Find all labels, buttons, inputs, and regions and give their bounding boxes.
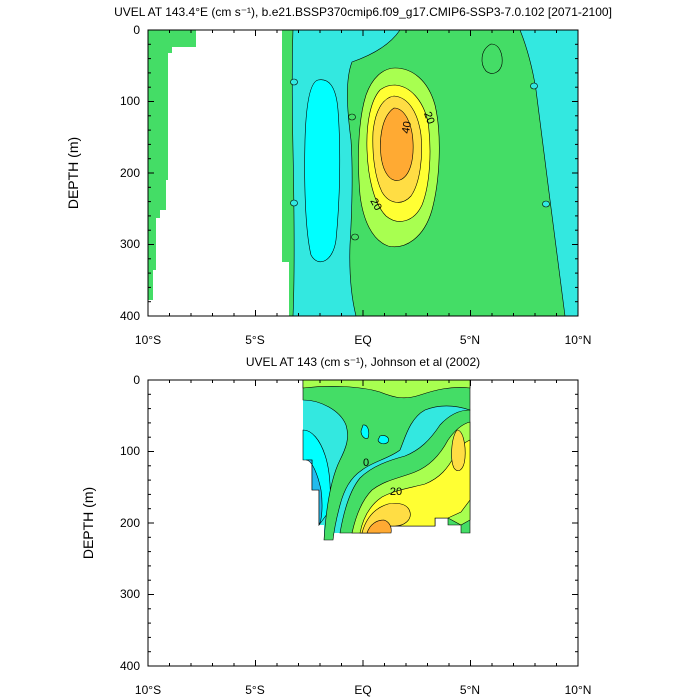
bottom-panel: UVEL AT 143 (cm s⁻¹), Johnson et al (200… <box>80 355 591 697</box>
top-y-axis <box>148 29 578 317</box>
bottom-top-green <box>302 380 471 541</box>
bottom-ytick-100: 100 <box>120 444 140 458</box>
bottom-y-label: DEPTH (m) <box>80 487 96 559</box>
top-contour-label-20a: 20 <box>421 110 436 126</box>
top-zero-ellipse-1 <box>290 78 298 86</box>
top-xtick-eq: EQ <box>354 333 371 347</box>
top-xtick-10n: 10°N <box>565 333 592 347</box>
top-ytick-100: 100 <box>120 94 140 108</box>
top-ytick-200: 200 <box>120 166 140 180</box>
bottom-y-axis <box>148 379 578 667</box>
top-contour-fill <box>148 30 578 316</box>
bottom-pocket-2 <box>377 435 389 445</box>
top-ytick-400: 400 <box>120 309 140 323</box>
top-zero-ellipse-5 <box>530 82 538 90</box>
top-ne-bubble <box>481 43 503 74</box>
bottom-xtick-10n: 10°N <box>565 683 592 697</box>
top-zero-ellipse-4 <box>351 233 359 241</box>
top-panel: UVEL AT 143.4°E (cm s⁻¹), b.e21.BSSP370c… <box>65 5 612 347</box>
top-core-40 <box>380 107 414 181</box>
top-ytick-300: 300 <box>120 237 140 251</box>
top-contour-label-20b: 20 <box>367 196 384 213</box>
bottom-xtick-10s: 10°S <box>135 683 161 697</box>
bottom-top-lightgreen <box>302 380 471 399</box>
bottom-xtick-5n: 5°N <box>460 683 480 697</box>
top-x-axis <box>147 30 579 316</box>
top-xtick-5s: 5°S <box>245 333 264 347</box>
bottom-contour-label-0: 0 <box>363 457 369 469</box>
top-xtick-5n: 5°N <box>460 333 480 347</box>
bottom-west-deeper <box>305 459 323 527</box>
bottom-ytick-0: 0 <box>133 373 140 387</box>
top-contour-label-40: 40 <box>400 120 414 134</box>
bottom-x-axis <box>147 380 579 666</box>
top-ytick-0: 0 <box>133 23 140 37</box>
bottom-contour-fill <box>302 380 471 541</box>
top-xtick-10s: 10°S <box>135 333 161 347</box>
bottom-contour-label-20: 20 <box>390 486 402 498</box>
top-south-fill <box>148 30 196 300</box>
top-west-cyan-inner <box>304 79 341 263</box>
bottom-xtick-5s: 5°S <box>245 683 264 697</box>
bottom-pocket-1 <box>360 424 370 439</box>
top-zero-ellipse-3 <box>348 113 356 121</box>
top-zero-ellipse-2 <box>290 199 298 207</box>
top-east-cyan <box>519 30 578 316</box>
bottom-ytick-400: 400 <box>120 659 140 673</box>
bottom-title: UVEL AT 143 (cm s⁻¹), Johnson et al (200… <box>246 355 480 369</box>
bottom-ytick-300: 300 <box>120 587 140 601</box>
bottom-ytick-200: 200 <box>120 516 140 530</box>
bottom-xtick-eq: EQ <box>354 683 371 697</box>
bottom-east-bubble <box>451 429 466 471</box>
top-title: UVEL AT 143.4°E (cm s⁻¹), b.e21.BSSP370c… <box>114 5 612 19</box>
bottom-orange-core <box>366 519 392 534</box>
top-zero-ellipse-6 <box>542 200 550 208</box>
top-y-label: DEPTH (m) <box>65 137 81 209</box>
